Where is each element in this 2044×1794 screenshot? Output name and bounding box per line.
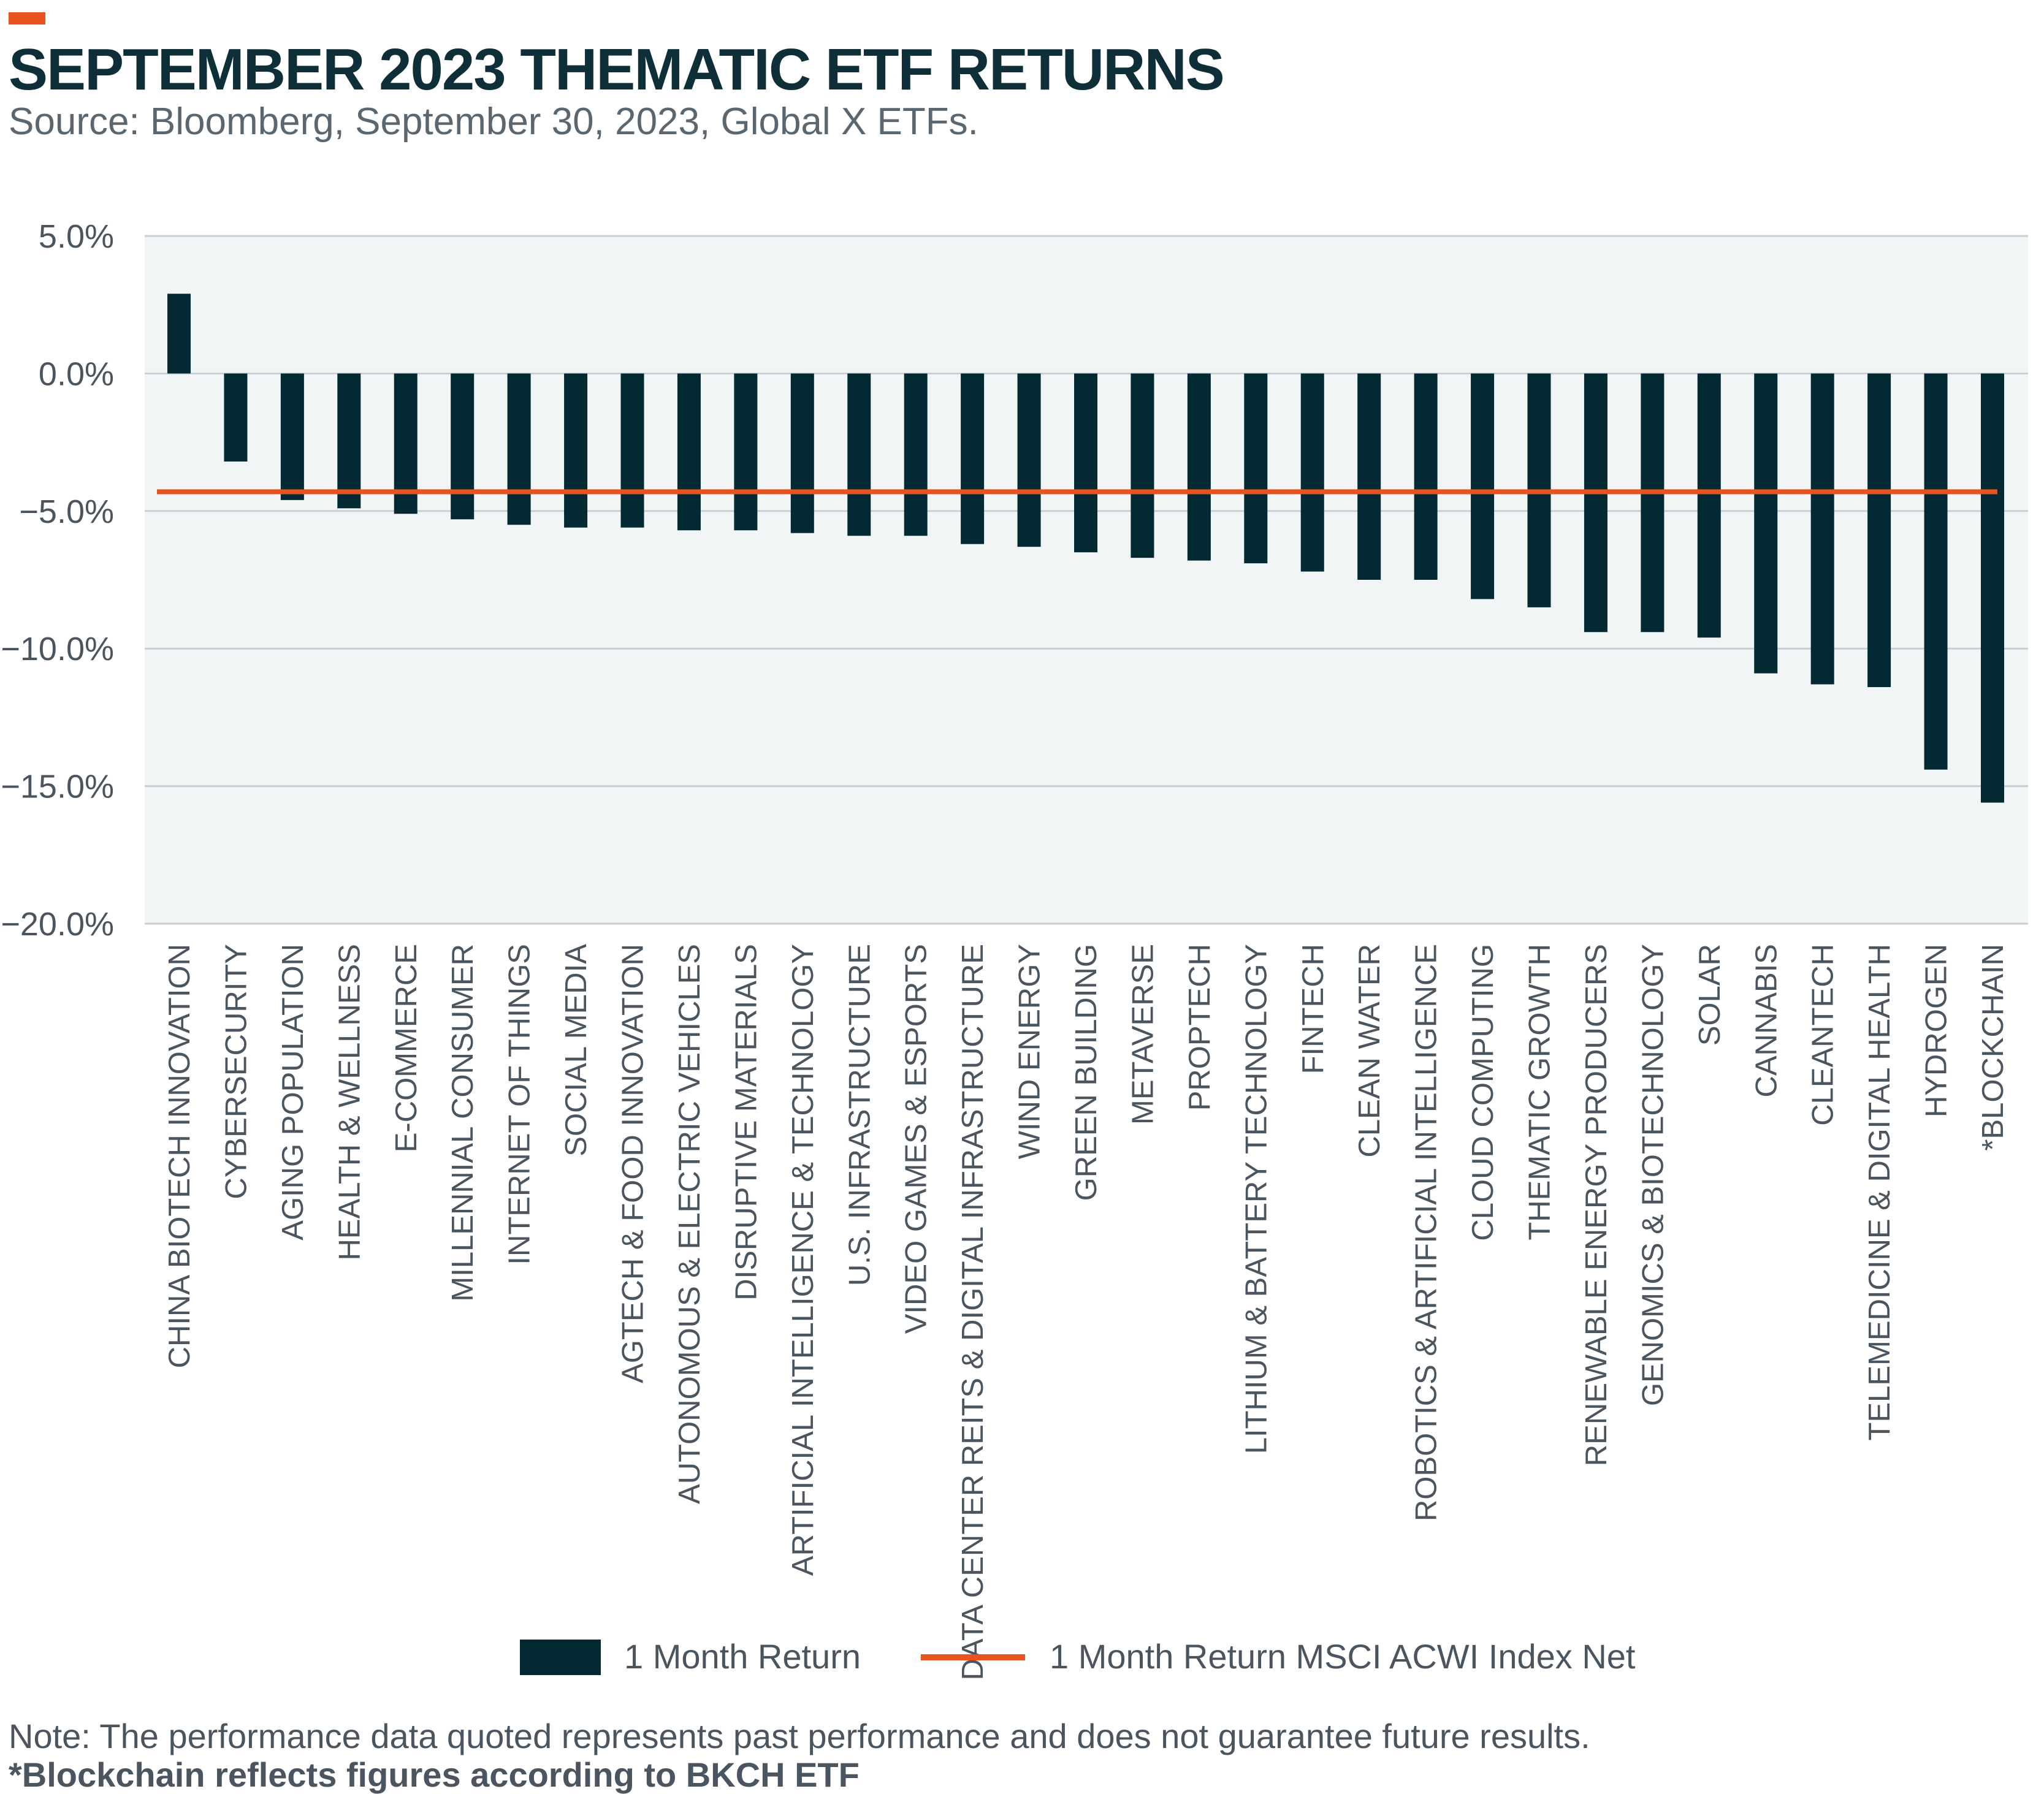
- bar: [1981, 373, 2004, 803]
- bar: [847, 373, 871, 536]
- x-category-label: DATA CENTER REITS & DIGITAL INFRASTRUCTU…: [956, 944, 990, 1681]
- x-category-label: HYDROGEN: [1920, 944, 1953, 1117]
- x-category-label: MILLENNIAL CONSUMER: [446, 944, 479, 1302]
- bar: [1300, 373, 1324, 572]
- bar: [167, 294, 191, 374]
- x-category-label: TELEMEDICINE & DIGITAL HEALTH: [1863, 944, 1896, 1440]
- x-category-label: RENEWABLE ENERGY PRODUCERS: [1580, 944, 1613, 1466]
- bar: [1471, 373, 1495, 599]
- x-category-label: DISRUPTIVE MATERIALS: [730, 944, 763, 1301]
- x-category-label: WIND ENERGY: [1013, 944, 1047, 1159]
- x-category-label: LITHIUM & BATTERY TECHNOLOGY: [1240, 944, 1273, 1454]
- legend-swatch-line: [921, 1654, 1025, 1660]
- legend-swatch-bar: [520, 1640, 601, 1675]
- bar: [280, 373, 304, 500]
- chart-title: SEPTEMBER 2023 THEMATIC ETF RETURNS: [9, 37, 1225, 102]
- title-accent-bar: [9, 12, 45, 25]
- x-category-label: *BLOCKCHAIN: [1977, 944, 2010, 1151]
- bar: [1357, 373, 1381, 580]
- bar: [564, 373, 588, 528]
- x-category-label: VIDEO GAMES & ESPORTS: [900, 944, 933, 1334]
- y-tick-label: −15.0%: [1, 769, 114, 805]
- x-category-label: CLEAN WATER: [1353, 944, 1386, 1157]
- plot-background: [145, 236, 2028, 924]
- x-category-label: AUTONOMOUS & ELECTRIC VEHICLES: [673, 944, 706, 1504]
- x-category-label: FINTECH: [1297, 944, 1330, 1074]
- bar: [790, 373, 814, 533]
- x-category-label: HEALTH & WELLNESS: [333, 944, 366, 1260]
- bar: [1641, 373, 1665, 633]
- bar: [507, 373, 531, 525]
- bar: [1924, 373, 1948, 770]
- y-tick-label: −20.0%: [1, 906, 114, 943]
- legend: 1 Month Return 1 Month Return MSCI ACWI …: [0, 1627, 2044, 1682]
- bar: [451, 373, 475, 520]
- x-category-label: CANNABIS: [1750, 944, 1783, 1098]
- bar: [1074, 373, 1097, 553]
- bar: [1697, 373, 1721, 638]
- x-category-label: ARTIFICIAL INTELLIGENCE & TECHNOLOGY: [787, 944, 820, 1576]
- x-category-label: AGING POPULATION: [276, 944, 310, 1241]
- x-category-label: METAVERSE: [1126, 944, 1159, 1125]
- x-category-label: CLOUD COMPUTING: [1466, 944, 1500, 1241]
- bar: [1810, 373, 1834, 685]
- legend-label-bar: 1 Month Return: [624, 1637, 861, 1676]
- bar: [1244, 373, 1268, 564]
- x-category-label: ROBOTICS & ARTIFICIAL INTELLIGENCE: [1410, 944, 1443, 1521]
- x-category-label: PROPTECH: [1183, 944, 1216, 1111]
- y-tick-label: 0.0%: [39, 355, 114, 392]
- bar: [1017, 373, 1041, 547]
- x-category-label: THEMATIC GROWTH: [1523, 944, 1557, 1241]
- bar: [1131, 373, 1154, 558]
- x-category-label: CYBERSECURITY: [219, 944, 253, 1199]
- bar: [337, 373, 361, 509]
- x-category-label: SOLAR: [1693, 944, 1726, 1046]
- bar: [677, 373, 701, 531]
- bar: [904, 373, 928, 536]
- bar: [620, 373, 644, 528]
- bar: [1754, 373, 1778, 674]
- bar: [961, 373, 985, 544]
- bar: [224, 373, 248, 462]
- bar: [1584, 373, 1607, 633]
- legend-label-line: 1 Month Return MSCI ACWI Index Net: [1050, 1637, 1636, 1676]
- x-category-label: SOCIAL MEDIA: [560, 944, 593, 1157]
- x-category-label: CHINA BIOTECH INNOVATION: [163, 944, 196, 1368]
- bar: [1867, 373, 1891, 688]
- x-category-label: CLEANTECH: [1807, 944, 1840, 1126]
- x-category-label: GENOMICS & BIOTECHNOLOGY: [1636, 944, 1669, 1406]
- chart-subtitle: Source: Bloomberg, September 30, 2023, G…: [9, 101, 978, 143]
- blockchain-footnote: *Blockchain reflects figures according t…: [9, 1755, 860, 1794]
- x-category-label: U.S. INFRASTRUCTURE: [843, 944, 876, 1286]
- y-tick-label: 5.0%: [39, 218, 114, 255]
- bar: [734, 373, 758, 531]
- y-tick-label: −5.0%: [19, 493, 114, 530]
- performance-note: Note: The performance data quoted repres…: [9, 1717, 1590, 1755]
- bar: [1414, 373, 1438, 580]
- x-category-label: AGTECH & FOOD INNOVATION: [617, 944, 650, 1383]
- x-category-label: E-COMMERCE: [390, 944, 423, 1152]
- y-tick-label: −10.0%: [1, 631, 114, 667]
- x-category-label: INTERNET OF THINGS: [503, 944, 536, 1265]
- bar: [1187, 373, 1211, 561]
- x-category-label: GREEN BUILDING: [1070, 944, 1103, 1201]
